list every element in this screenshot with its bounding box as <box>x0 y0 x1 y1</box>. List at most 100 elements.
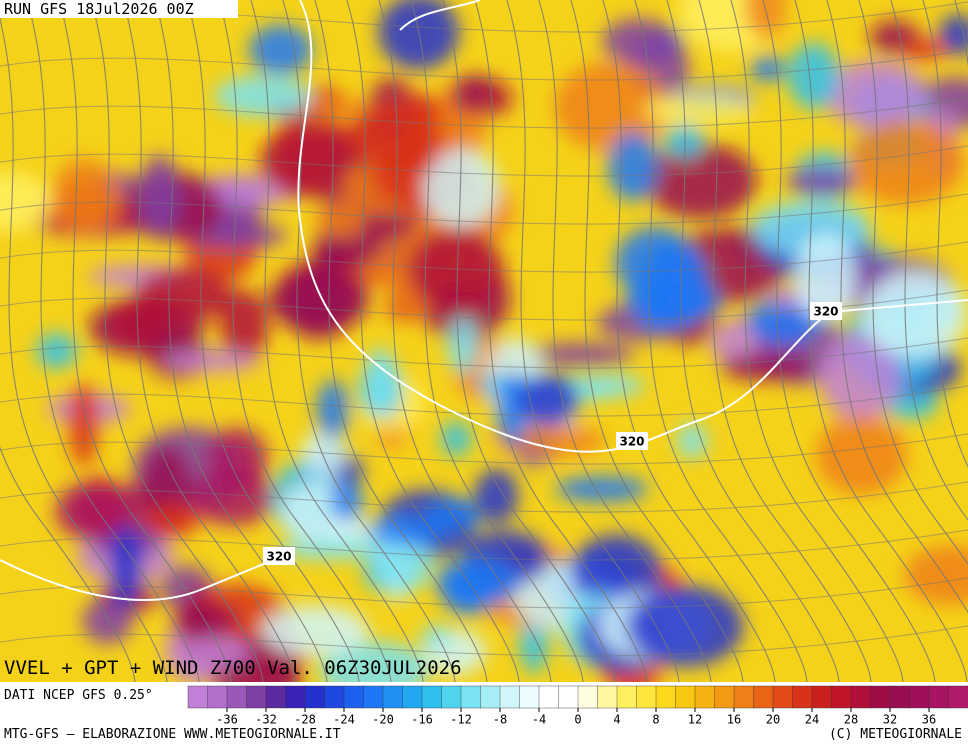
contour-label: 320 <box>813 305 838 319</box>
streamline <box>378 0 552 682</box>
vvel-blob <box>109 524 142 609</box>
streamline <box>314 0 488 682</box>
streamline <box>442 0 616 682</box>
streamline <box>0 97 968 129</box>
streamline <box>0 241 968 273</box>
contour-label: 320 <box>266 550 291 564</box>
vvel-blob <box>787 42 840 110</box>
vvel-blob <box>516 373 580 427</box>
streamline <box>0 193 968 225</box>
streamline <box>0 625 968 657</box>
colorbar-swatch <box>363 685 384 709</box>
colorbar-tick-label: 8 <box>652 713 659 727</box>
vvel-blob <box>938 14 968 56</box>
colorbar-swatch <box>382 685 404 709</box>
colorbar-swatch <box>187 685 209 709</box>
colorbar-swatch <box>597 685 618 709</box>
colorbar-tick-label: 0 <box>574 713 581 727</box>
vvel-blob <box>426 498 482 530</box>
footer-right: (C) METEOGIORNALE <box>829 727 962 742</box>
vvel-blob <box>721 352 813 381</box>
colorbar-swatch <box>870 685 891 709</box>
vvel-blob <box>862 270 968 359</box>
colorbar-tick-label: -24 <box>333 713 355 727</box>
colorbar-swatch <box>850 685 872 709</box>
vvel-blob <box>214 75 313 117</box>
streamline <box>506 0 680 682</box>
colorbar-swatch <box>714 685 735 709</box>
vvel-blob <box>219 289 269 361</box>
streamline <box>890 0 968 521</box>
vvel-blob <box>146 501 201 538</box>
contour-line <box>399 0 481 31</box>
map-area: 320 320 320 RUN GFS 18Jul2026 00Z VVEL +… <box>0 0 968 682</box>
vvel-blob <box>435 557 522 607</box>
streamline <box>250 0 424 682</box>
streamline <box>570 0 744 682</box>
streamline <box>0 49 968 81</box>
colorbar-swatch <box>577 685 599 709</box>
vvel-blob <box>474 468 519 524</box>
colorbar-tick-label: -4 <box>532 713 546 727</box>
colorbar-swatch <box>304 685 326 709</box>
colorbar-tick-label: -8 <box>493 713 507 727</box>
colorbar-swatch <box>246 685 267 709</box>
streamline <box>0 577 968 609</box>
colorbar-swatch <box>499 685 521 709</box>
vvel-blob <box>453 74 491 113</box>
vvel-field <box>0 0 968 682</box>
streamline <box>0 145 968 177</box>
colorbar-swatch <box>909 685 930 709</box>
vvel-blob <box>815 415 908 495</box>
colorbar-swatch <box>324 685 345 709</box>
colorbar-tick-label: 32 <box>883 713 897 727</box>
colorbar-swatch <box>441 685 462 709</box>
colorbar-swatch <box>889 685 911 709</box>
streamline <box>0 445 136 682</box>
vvel-blob <box>554 61 669 152</box>
colorbar-swatch <box>285 685 306 709</box>
vvel-blob <box>316 379 350 441</box>
vvel-blob <box>645 143 757 219</box>
streamline <box>0 433 968 465</box>
vvel-blob <box>639 302 670 332</box>
streamline <box>634 0 808 682</box>
streamline <box>90 0 264 682</box>
streamline <box>858 0 968 566</box>
colorbar-swatch <box>402 685 423 709</box>
colorbar: -36 -32 -28 -24 -20 -16 -12 -8 -4 0 4 8 12 16 20 24 28 32… <box>187 685 968 727</box>
colorbar-swatch <box>733 685 755 709</box>
vvel-blob <box>0 172 55 232</box>
colorbar-swatch <box>753 685 774 709</box>
contour-label-box <box>616 432 648 450</box>
vvel-blob <box>447 316 479 375</box>
vvel-blob <box>314 201 367 238</box>
vvel-blob <box>627 585 744 667</box>
colorbar-tick-label: 12 <box>688 713 702 727</box>
vvel-blob <box>54 481 132 541</box>
colorbar-swatch <box>343 685 365 709</box>
contour-label-box <box>810 302 842 320</box>
colorbar-tick-label: -28 <box>294 713 316 727</box>
streamline <box>218 0 392 682</box>
vvel-blob <box>378 0 460 70</box>
streamline <box>0 17 168 682</box>
streamline <box>730 0 904 682</box>
footer-left: MTG-GFS — ELABORAZIONE WWW.METEOGIORNALE… <box>4 727 341 742</box>
streamline <box>26 0 200 682</box>
vvel-blob <box>903 545 968 605</box>
vvel-blob <box>177 636 251 670</box>
vvel-blob <box>745 0 786 39</box>
colorbar-tick-label: -32 <box>255 713 277 727</box>
vvel-blob <box>785 167 857 195</box>
colorbar-tick-label: -12 <box>450 713 472 727</box>
streamline <box>0 385 968 417</box>
colorbar-tick-label: 36 <box>922 713 936 727</box>
vvel-blob <box>555 475 649 503</box>
streamline <box>346 0 520 682</box>
colorbar-swatch <box>636 685 657 709</box>
streamlines <box>0 0 968 682</box>
colorbar-swatch <box>460 685 482 709</box>
vvel-blob <box>259 127 369 198</box>
streamline <box>666 0 840 682</box>
